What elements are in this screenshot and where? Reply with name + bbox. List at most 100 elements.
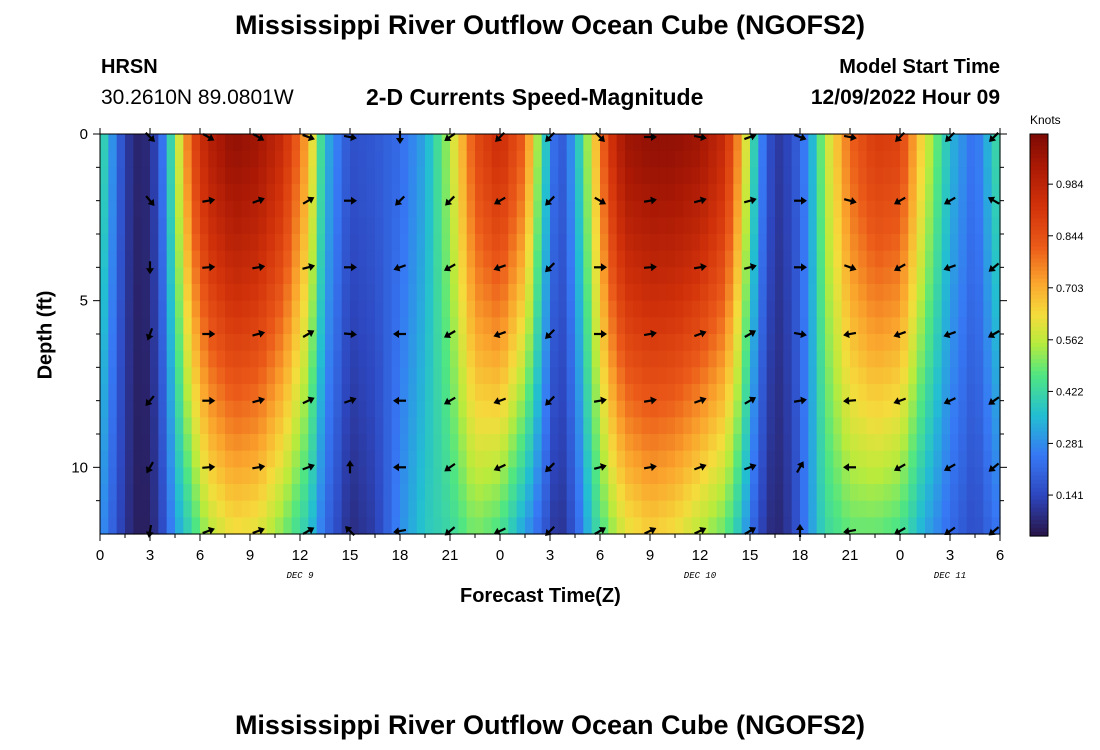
heatmap-cell xyxy=(450,400,459,418)
heatmap-cell xyxy=(733,250,743,268)
heatmap-cell xyxy=(158,334,168,352)
heatmap-cell xyxy=(516,167,526,185)
heatmap-cell xyxy=(608,200,618,218)
heatmap-cell xyxy=(366,517,376,535)
heatmap-cell xyxy=(183,167,193,185)
heatmap-cell xyxy=(958,217,968,235)
heatmap-cell xyxy=(158,300,168,318)
heatmap-cell xyxy=(816,217,826,235)
current-arrow-head xyxy=(598,197,607,205)
heatmap-cell xyxy=(816,484,826,502)
heatmap-cell xyxy=(508,450,518,468)
heatmap-cell xyxy=(683,184,693,202)
heatmap-cell xyxy=(491,384,501,402)
heatmap-cell xyxy=(408,467,418,485)
heatmap-cell xyxy=(825,467,834,485)
heatmap-cell xyxy=(950,334,959,352)
heatmap-cell xyxy=(566,334,576,352)
colorbar-segment xyxy=(1030,499,1048,505)
heatmap-cell xyxy=(566,267,576,285)
heatmap-cell xyxy=(983,517,993,535)
heatmap-cell xyxy=(983,134,993,152)
heatmap-cell xyxy=(791,300,801,318)
heatmap-cell xyxy=(466,217,476,235)
heatmap-cell xyxy=(350,300,359,318)
heatmap-cell xyxy=(416,217,426,235)
heatmap-cell xyxy=(833,400,843,418)
current-arrow-head xyxy=(749,196,757,205)
heatmap-cell xyxy=(858,317,868,335)
heatmap-cell xyxy=(333,400,343,418)
heatmap-cell xyxy=(308,300,318,318)
heatmap-cell xyxy=(725,450,734,468)
heatmap-cell xyxy=(983,167,993,185)
current-arrow-head xyxy=(650,263,657,272)
heatmap-cell xyxy=(916,267,926,285)
heatmap-cell xyxy=(575,434,584,452)
heatmap-cell xyxy=(400,400,409,418)
heatmap-cell xyxy=(175,334,184,352)
heatmap-cell xyxy=(183,134,193,152)
current-arrow-head xyxy=(850,133,857,142)
heatmap-cell xyxy=(650,284,659,302)
heatmap-cell xyxy=(933,200,943,218)
heatmap-cell xyxy=(991,334,1001,352)
heatmap-cell xyxy=(516,450,526,468)
heatmap-cell xyxy=(891,450,901,468)
current-arrow-head xyxy=(393,463,399,472)
heatmap-cell xyxy=(166,417,176,435)
current-arrow xyxy=(252,263,266,272)
heatmap-cell xyxy=(633,350,643,368)
heatmap-cell xyxy=(641,350,651,368)
heatmap-cell xyxy=(683,500,693,518)
current-arrow-head xyxy=(893,330,901,339)
heatmap-cell xyxy=(958,284,968,302)
heatmap-cell xyxy=(425,367,434,385)
heatmap-cell xyxy=(150,384,159,402)
heatmap-cell xyxy=(358,284,368,302)
heatmap-cell xyxy=(291,300,301,318)
heatmap-cell xyxy=(333,434,343,452)
heatmap-cell xyxy=(433,350,443,368)
heatmap-cell xyxy=(775,450,784,468)
heatmap-cell xyxy=(108,334,118,352)
heatmap-cell xyxy=(200,450,209,468)
colorbar-segment xyxy=(1030,359,1048,364)
heatmap-cell xyxy=(633,150,643,168)
heatmap-cell xyxy=(975,434,984,452)
heatmap-cell xyxy=(616,400,626,418)
heatmap-cell xyxy=(358,417,368,435)
heatmap-cell xyxy=(941,484,951,502)
heatmap-cell xyxy=(908,250,918,268)
current-arrow-head xyxy=(545,198,553,206)
heatmap-cell xyxy=(366,334,376,352)
heatmap-cell xyxy=(966,234,976,252)
heatmap-cell xyxy=(708,467,718,485)
heatmap-cell xyxy=(250,300,259,318)
heatmap-cell xyxy=(991,434,1001,452)
heatmap-cell xyxy=(941,250,951,268)
heatmap-cell xyxy=(608,500,618,518)
heatmap-cell xyxy=(700,250,709,268)
heatmap-cell xyxy=(233,150,243,168)
current-arrow-head xyxy=(943,464,952,472)
heatmap-cell xyxy=(208,184,218,202)
heatmap-cell xyxy=(575,150,584,168)
heatmap-cell xyxy=(108,467,118,485)
heatmap-cell xyxy=(566,317,576,335)
heatmap-cell xyxy=(458,234,468,252)
heatmap-cell xyxy=(175,150,184,168)
heatmap-cell xyxy=(891,217,901,235)
heatmap-cell xyxy=(800,234,809,252)
heatmap-cell xyxy=(741,350,751,368)
heatmap-cell xyxy=(433,167,443,185)
heatmap-cell xyxy=(933,250,943,268)
heatmap-cell xyxy=(450,467,459,485)
heatmap-cell xyxy=(433,300,443,318)
heatmap-cell xyxy=(433,267,443,285)
heatmap-cell xyxy=(650,467,659,485)
heatmap-cell xyxy=(125,217,134,235)
heatmap-cell xyxy=(550,300,559,318)
current-arrow xyxy=(643,196,657,205)
heatmap-cell xyxy=(725,250,734,268)
